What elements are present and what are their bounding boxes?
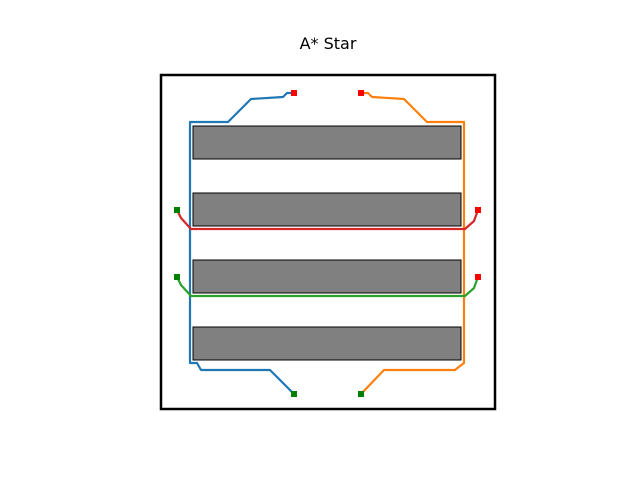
goal-marker-left-upper: [174, 207, 180, 213]
start-marker-top-right: [358, 90, 364, 96]
path-green: [176, 276, 480, 298]
markers: [174, 90, 481, 397]
shelf-obstacle-2: [192, 192, 462, 227]
obstacles: [192, 125, 462, 361]
goal-marker-bottom-right: [358, 391, 364, 397]
shelf-obstacle-4: [192, 326, 462, 361]
path-red: [176, 209, 480, 231]
goal-marker-left-lower: [174, 274, 180, 280]
path-orange: [360, 91, 466, 395]
start-marker-right-upper: [475, 207, 481, 213]
start-marker-right-lower: [475, 274, 481, 280]
goal-marker-bottom-left: [291, 391, 297, 397]
paths: [176, 91, 480, 395]
figure-title: A* Star: [300, 34, 357, 53]
start-marker-top-left: [291, 90, 297, 96]
shelf-obstacle-1: [192, 125, 462, 160]
shelf-obstacle-3: [192, 259, 462, 294]
path-blue: [188, 91, 295, 395]
